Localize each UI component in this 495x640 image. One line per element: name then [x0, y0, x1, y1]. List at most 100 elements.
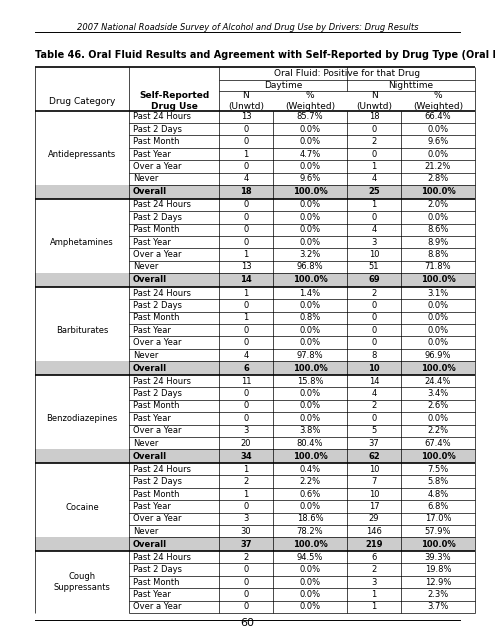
Text: Past 2 Days: Past 2 Days: [133, 389, 182, 398]
Text: 0.0%: 0.0%: [428, 326, 448, 335]
Text: 4: 4: [371, 174, 377, 184]
Text: 0.0%: 0.0%: [299, 602, 321, 611]
Text: Never: Never: [133, 262, 158, 271]
Bar: [35, 538, 475, 551]
Text: 0: 0: [244, 200, 248, 209]
Text: Past 24 Hours: Past 24 Hours: [133, 113, 191, 122]
Text: 0.0%: 0.0%: [428, 414, 448, 423]
Text: 1: 1: [244, 289, 248, 298]
Text: Past 24 Hours: Past 24 Hours: [133, 200, 191, 209]
Text: Table 46. Oral Fluid Results and Agreement with Self-Reported by Drug Type (Oral: Table 46. Oral Fluid Results and Agreeme…: [35, 50, 495, 60]
Text: 97.8%: 97.8%: [297, 351, 323, 360]
Text: Past Month: Past Month: [133, 401, 180, 410]
Text: 100.0%: 100.0%: [421, 540, 455, 548]
Text: 0: 0: [244, 326, 248, 335]
Text: N
(Unwtd): N (Unwtd): [228, 92, 264, 111]
Text: 0: 0: [244, 301, 248, 310]
Text: Nighttime: Nighttime: [389, 81, 434, 90]
Text: 146: 146: [366, 527, 382, 536]
Text: 0: 0: [244, 213, 248, 222]
Text: 0.0%: 0.0%: [299, 162, 321, 171]
Text: 7.5%: 7.5%: [428, 465, 448, 474]
Text: 0.0%: 0.0%: [299, 326, 321, 335]
Text: Past 2 Days: Past 2 Days: [133, 213, 182, 222]
Text: 5: 5: [371, 426, 377, 435]
Text: Never: Never: [133, 438, 158, 447]
Text: %
(Weighted): % (Weighted): [413, 92, 463, 111]
Text: 0: 0: [244, 502, 248, 511]
Text: 66.4%: 66.4%: [425, 113, 451, 122]
Text: Past Month: Past Month: [133, 314, 180, 323]
Text: 0: 0: [244, 565, 248, 574]
Text: 0: 0: [244, 401, 248, 410]
Text: 80.4%: 80.4%: [297, 438, 323, 447]
Text: 2: 2: [244, 477, 248, 486]
Text: 8.6%: 8.6%: [427, 225, 449, 234]
Text: Cocaine: Cocaine: [65, 502, 99, 511]
Text: 0: 0: [244, 338, 248, 347]
Text: 18.6%: 18.6%: [297, 515, 323, 524]
Text: Drug Category: Drug Category: [49, 97, 115, 106]
Text: 9.6%: 9.6%: [299, 174, 321, 184]
Text: Never: Never: [133, 351, 158, 360]
Text: 4: 4: [371, 225, 377, 234]
Text: 0: 0: [244, 578, 248, 587]
Text: 2007 National Roadside Survey of Alcohol and Drug Use by Drivers: Drug Results: 2007 National Roadside Survey of Alcohol…: [77, 23, 418, 32]
Text: Overall: Overall: [133, 275, 167, 285]
Text: 0.0%: 0.0%: [299, 225, 321, 234]
Text: 57.9%: 57.9%: [425, 527, 451, 536]
Text: 6: 6: [243, 364, 249, 372]
Text: 0.0%: 0.0%: [299, 338, 321, 347]
Text: Oral Fluid: Positive for that Drug: Oral Fluid: Positive for that Drug: [274, 69, 420, 78]
Text: Past Month: Past Month: [133, 490, 180, 499]
Text: 21.2%: 21.2%: [425, 162, 451, 171]
Text: 0: 0: [371, 326, 377, 335]
Text: 7: 7: [371, 477, 377, 486]
Text: 219: 219: [365, 540, 383, 548]
Text: 8.8%: 8.8%: [427, 250, 449, 259]
Text: 3.2%: 3.2%: [299, 250, 321, 259]
Text: Past Year: Past Year: [133, 237, 171, 246]
Text: 2: 2: [371, 565, 377, 574]
Text: 0.0%: 0.0%: [299, 125, 321, 134]
Text: 0.0%: 0.0%: [299, 578, 321, 587]
Text: 15.8%: 15.8%: [297, 376, 323, 386]
Text: Past 24 Hours: Past 24 Hours: [133, 289, 191, 298]
Text: 96.9%: 96.9%: [425, 351, 451, 360]
Text: 0: 0: [371, 314, 377, 323]
Text: 0.0%: 0.0%: [299, 502, 321, 511]
Text: Past Year: Past Year: [133, 414, 171, 423]
Text: 18: 18: [240, 188, 252, 196]
Text: Amphetamines: Amphetamines: [50, 238, 114, 247]
Text: 67.4%: 67.4%: [425, 438, 451, 447]
Text: 10: 10: [369, 465, 379, 474]
Text: 1: 1: [244, 250, 248, 259]
Text: 1: 1: [371, 602, 377, 611]
Text: 2.0%: 2.0%: [428, 200, 448, 209]
Text: 0.0%: 0.0%: [299, 590, 321, 599]
Text: 0.0%: 0.0%: [299, 414, 321, 423]
Text: 0: 0: [244, 137, 248, 146]
Bar: [35, 449, 475, 463]
Text: 34: 34: [240, 452, 252, 461]
Text: 3: 3: [243, 426, 248, 435]
Text: Past 2 Days: Past 2 Days: [133, 125, 182, 134]
Text: Daytime: Daytime: [264, 81, 302, 90]
Text: 2: 2: [371, 401, 377, 410]
Text: 20: 20: [241, 438, 251, 447]
Text: Antidepressants: Antidepressants: [48, 150, 116, 159]
Text: 6.8%: 6.8%: [427, 502, 449, 511]
Text: 4: 4: [244, 174, 248, 184]
Text: 3.8%: 3.8%: [299, 426, 321, 435]
Text: 2: 2: [371, 137, 377, 146]
Text: 1: 1: [244, 150, 248, 159]
Text: 0: 0: [371, 125, 377, 134]
Text: 12.9%: 12.9%: [425, 578, 451, 587]
Text: 0: 0: [244, 125, 248, 134]
Text: 25: 25: [368, 188, 380, 196]
Text: 78.2%: 78.2%: [297, 527, 323, 536]
Text: Over a Year: Over a Year: [133, 250, 182, 259]
Text: 10: 10: [368, 364, 380, 372]
Text: 0.0%: 0.0%: [299, 200, 321, 209]
Text: 0.0%: 0.0%: [299, 213, 321, 222]
